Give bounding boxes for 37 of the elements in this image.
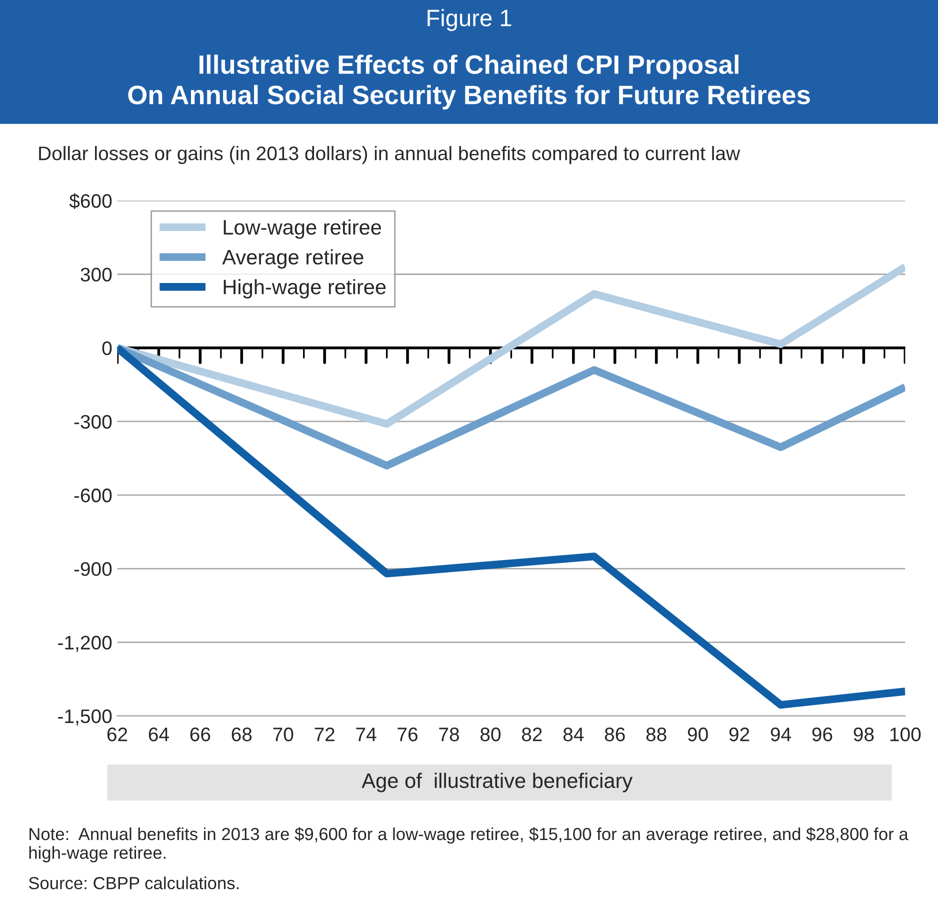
y-tick-label: 300 [80, 268, 112, 282]
x-tick-label: 64 [148, 728, 169, 742]
x-tick-label: 72 [314, 728, 334, 742]
x-tick-label: 76 [398, 728, 418, 742]
y-tick-label: -1,200 [58, 636, 112, 652]
y-tick-label: -300 [74, 414, 112, 429]
x-tick-label: 80 [480, 728, 501, 742]
caption: Figure 1 [428, 9, 512, 32]
x-tick-label: 94 [770, 728, 792, 742]
chart-subtitle: Dollar losses or gains (in 2013 dollars) in annual benefits compared to current law [39, 146, 740, 164]
x-tick-label: 84 [563, 728, 584, 742]
x-tick-label: 92 [729, 728, 750, 742]
y-tick-label: -600 [74, 488, 112, 502]
x-tick-label: 74 [356, 728, 376, 742]
x-tick-label: 66 [190, 728, 210, 742]
x-tick-label: 82 [522, 728, 542, 742]
y-tick-label: 0 [102, 341, 112, 356]
x-tick-label: 68 [232, 728, 252, 742]
x-tick-label: 70 [273, 728, 294, 742]
x-tick-label: 98 [854, 728, 874, 742]
x-tick-label: 78 [439, 728, 459, 742]
legend-label: High-wage retiree [224, 279, 386, 298]
x-axis-title: Age of illustrative beneficiary [362, 772, 633, 792]
chart-title: Illustrative Effects of Chained CPI Proposal On Annual Social Security Benefits for Future Retirees [128, 54, 810, 110]
y-tick-label: -1,500 [58, 709, 112, 726]
x-tick-label: 86 [604, 728, 625, 742]
source-note: Source: CBPP calculations. [28, 876, 239, 890]
legend-label: Low-wage retiree [224, 219, 382, 239]
x-tick-label: 62 [107, 728, 128, 742]
y-tick-label: -900 [74, 562, 112, 576]
legend-label: Average retiree [222, 249, 364, 269]
y-tick-label: $600 [69, 193, 112, 210]
x-tick-label: 90 [688, 728, 708, 742]
x-tick-label: 100 [890, 728, 921, 742]
text: Note: Annual benefits in 2013 are $9,600 for a low-wage retiree, $15,100 for an average retiree, and $28,800 for a high-wage retiree. [29, 827, 908, 862]
x-tick-label: 96 [812, 728, 832, 742]
x-tick-label: 88 [646, 728, 666, 742]
